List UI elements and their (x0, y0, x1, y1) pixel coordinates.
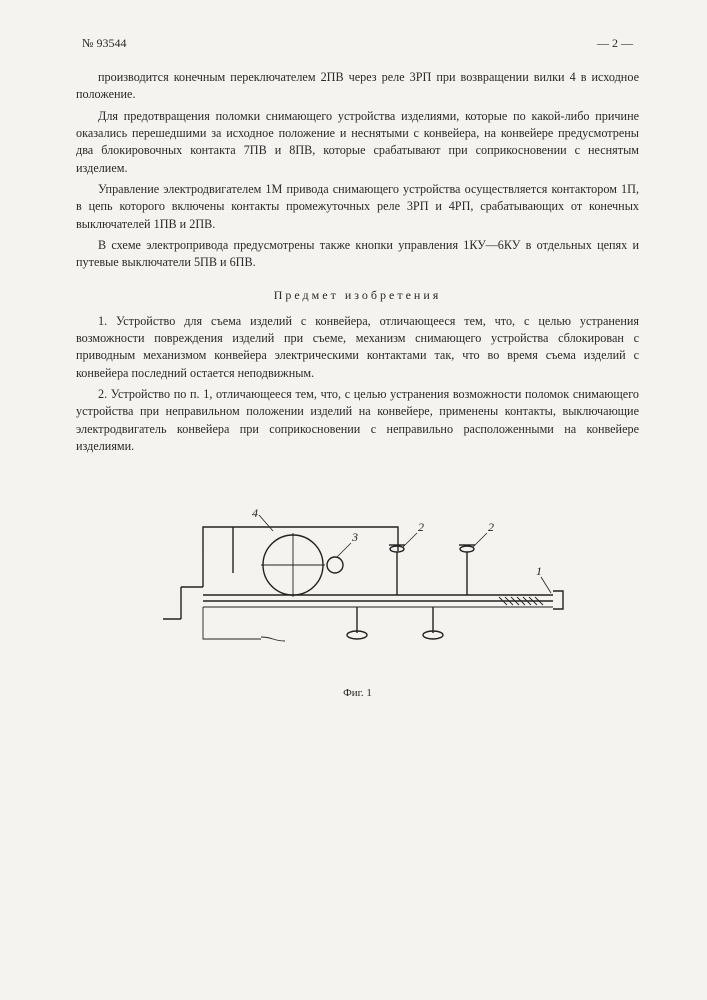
paragraph-2: Для предотвращения поломки снимающего ус… (76, 108, 639, 177)
figure-label-1: 1 (536, 564, 542, 578)
page-header: № 93544 — 2 — (76, 36, 639, 51)
figure-label-4: 4 (252, 509, 258, 520)
page: № 93544 — 2 — производится конечным пере… (0, 0, 707, 1000)
figure-label-2b: 2 (488, 520, 494, 534)
page-number: — 2 — (597, 36, 633, 51)
figure-caption: Фиг. 1 (76, 687, 639, 699)
paragraph-1: производится конечным переключателем 2ПВ… (76, 69, 639, 104)
figure-label-3: 3 (351, 530, 358, 544)
figure-label-2a: 2 (418, 520, 424, 534)
paragraph-3: Управление электродвигателем 1М привода … (76, 181, 639, 233)
doc-number: № 93544 (82, 36, 126, 51)
paragraph-4: В схеме электропривода предусмотрены так… (76, 237, 639, 272)
claim-2: 2. Устройство по п. 1, отличающееся тем,… (76, 386, 639, 455)
figure-1: 4 3 2 2 1 Фиг. 1 (76, 509, 639, 699)
claim-1: 1. Устройство для съема изделий с конвей… (76, 313, 639, 382)
claims-title: Предмет изобретения (76, 288, 639, 303)
figure-svg: 4 3 2 2 1 (143, 509, 573, 669)
